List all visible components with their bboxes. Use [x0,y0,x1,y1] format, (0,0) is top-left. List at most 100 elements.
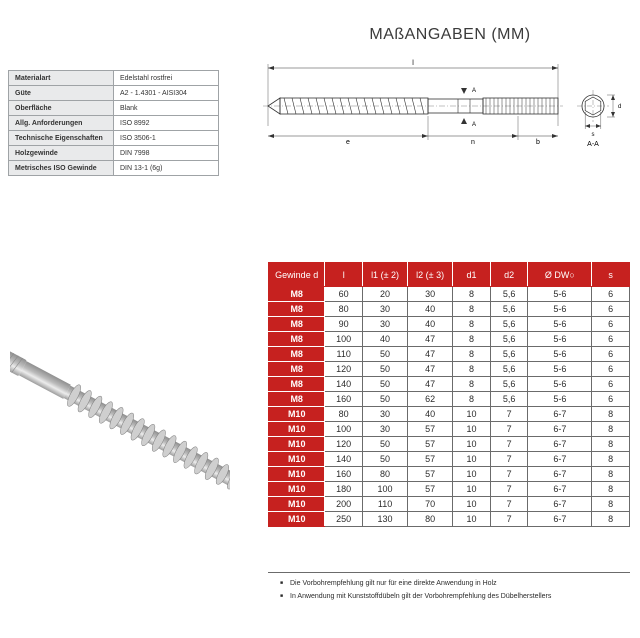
dim-row: M8140504785,65-66 [269,377,630,392]
dim-cell: 50 [362,377,407,392]
dim-row: M890304085,65-66 [269,317,630,332]
dim-cell: 120 [325,362,363,377]
spec-value: DIN 13-1 (6g) [114,161,219,176]
section-a-top: A [472,88,476,94]
dim-cell: 5,6 [490,302,528,317]
dim-cell: 30 [362,317,407,332]
dim-cell: 100 [325,332,363,347]
spec-value: DIN 7998 [114,146,219,161]
dim-cell: 30 [362,422,407,437]
spec-row: Technische EigenschaftenISO 3506-1 [9,131,219,146]
dim-cell: 60 [325,287,363,302]
dim-cell: 50 [362,347,407,362]
dim-cell: 10 [453,407,491,422]
dim-cell: 7 [490,512,528,527]
dim-cell: 250 [325,512,363,527]
spec-value: ISO 3506-1 [114,131,219,146]
dim-cell: 7 [490,452,528,467]
dim-row: M1016080571076-78 [269,467,630,482]
dim-cell: 90 [325,317,363,332]
dim-cell: 47 [408,332,453,347]
dim-cell: 6 [592,302,630,317]
dim-cell: 40 [408,302,453,317]
dim-cell: 20 [362,287,407,302]
footnote: Die Vorbohrempfehlung gilt nur für eine … [280,580,620,587]
dim-cell: 57 [408,482,453,497]
dim-cell: 6-7 [528,407,592,422]
dim-cell: 40 [362,332,407,347]
dim-l: l [412,60,414,67]
dim-rowhead: M8 [269,302,325,317]
dim-cell: 140 [325,452,363,467]
dim-cell: 70 [408,497,453,512]
dim-header: d2 [490,263,528,287]
dim-cell: 5,6 [490,362,528,377]
dim-n: n [471,139,475,146]
dim-cell: 30 [408,287,453,302]
spec-value: ISO 8992 [114,116,219,131]
footnote-divider [268,572,630,573]
dim-cell: 130 [362,512,407,527]
dim-cell: 10 [453,467,491,482]
dim-cell: 10 [453,482,491,497]
dim-cell: 6 [592,317,630,332]
dim-row: M10200110701076-78 [269,497,630,512]
dim-cell: 80 [362,467,407,482]
dim-cell: 8 [592,422,630,437]
dim-cell: 6 [592,392,630,407]
dim-cell: 110 [362,497,407,512]
dim-cell: 140 [325,377,363,392]
section-a-bot: A [472,122,476,128]
dim-cell: 6-7 [528,422,592,437]
spec-label: Allg. Anforderungen [9,116,114,131]
dim-b: b [536,139,540,146]
dim-cell: 160 [325,392,363,407]
dim-cell: 10 [453,437,491,452]
dim-cell: 10 [453,497,491,512]
dim-cell: 100 [325,422,363,437]
dim-cell: 8 [453,317,491,332]
dim-cell: 8 [453,302,491,317]
product-image [10,240,230,600]
dim-e: e [346,139,350,146]
dim-cell: 7 [490,482,528,497]
dim-cell: 5-6 [528,392,592,407]
dim-cell: 6-7 [528,467,592,482]
spec-value: A2 - 1.4301 - AISI304 [114,86,219,101]
dim-cell: 10 [453,452,491,467]
dim-cell: 10 [453,512,491,527]
footnote: In Anwendung mit Kunststoffdübeln gilt d… [280,593,620,600]
dim-cell: 7 [490,437,528,452]
dim-cell: 5-6 [528,317,592,332]
dim-cell: 7 [490,407,528,422]
dim-rowhead: M10 [269,437,325,452]
dim-cell: 5,6 [490,347,528,362]
dim-rowhead: M10 [269,407,325,422]
dim-cell: 47 [408,347,453,362]
dim-cell: 6-7 [528,452,592,467]
dim-cell: 6-7 [528,437,592,452]
dim-cell: 5,6 [490,287,528,302]
dim-s: s [592,132,595,138]
dim-cell: 5,6 [490,377,528,392]
dim-cell: 5-6 [528,347,592,362]
spec-label: Metrisches ISO Gewinde [9,161,114,176]
dim-cell: 57 [408,437,453,452]
dim-cell: 8 [592,512,630,527]
dim-cell: 8 [453,332,491,347]
dim-rowhead: M10 [269,452,325,467]
dim-cell: 40 [408,317,453,332]
dim-rowhead: M8 [269,362,325,377]
spec-label: Oberfläche [9,101,114,116]
dim-cell: 5,6 [490,332,528,347]
dim-cell: 6 [592,377,630,392]
dim-row: M8100404785,65-66 [269,332,630,347]
dim-cell: 8 [592,467,630,482]
dim-cell: 8 [592,407,630,422]
dim-cell: 180 [325,482,363,497]
dim-row: M10250130801076-78 [269,512,630,527]
dim-cell: 110 [325,347,363,362]
dim-rowhead: M8 [269,347,325,362]
dim-cell: 8 [453,347,491,362]
spec-row: Metrisches ISO GewindeDIN 13-1 (6g) [9,161,219,176]
